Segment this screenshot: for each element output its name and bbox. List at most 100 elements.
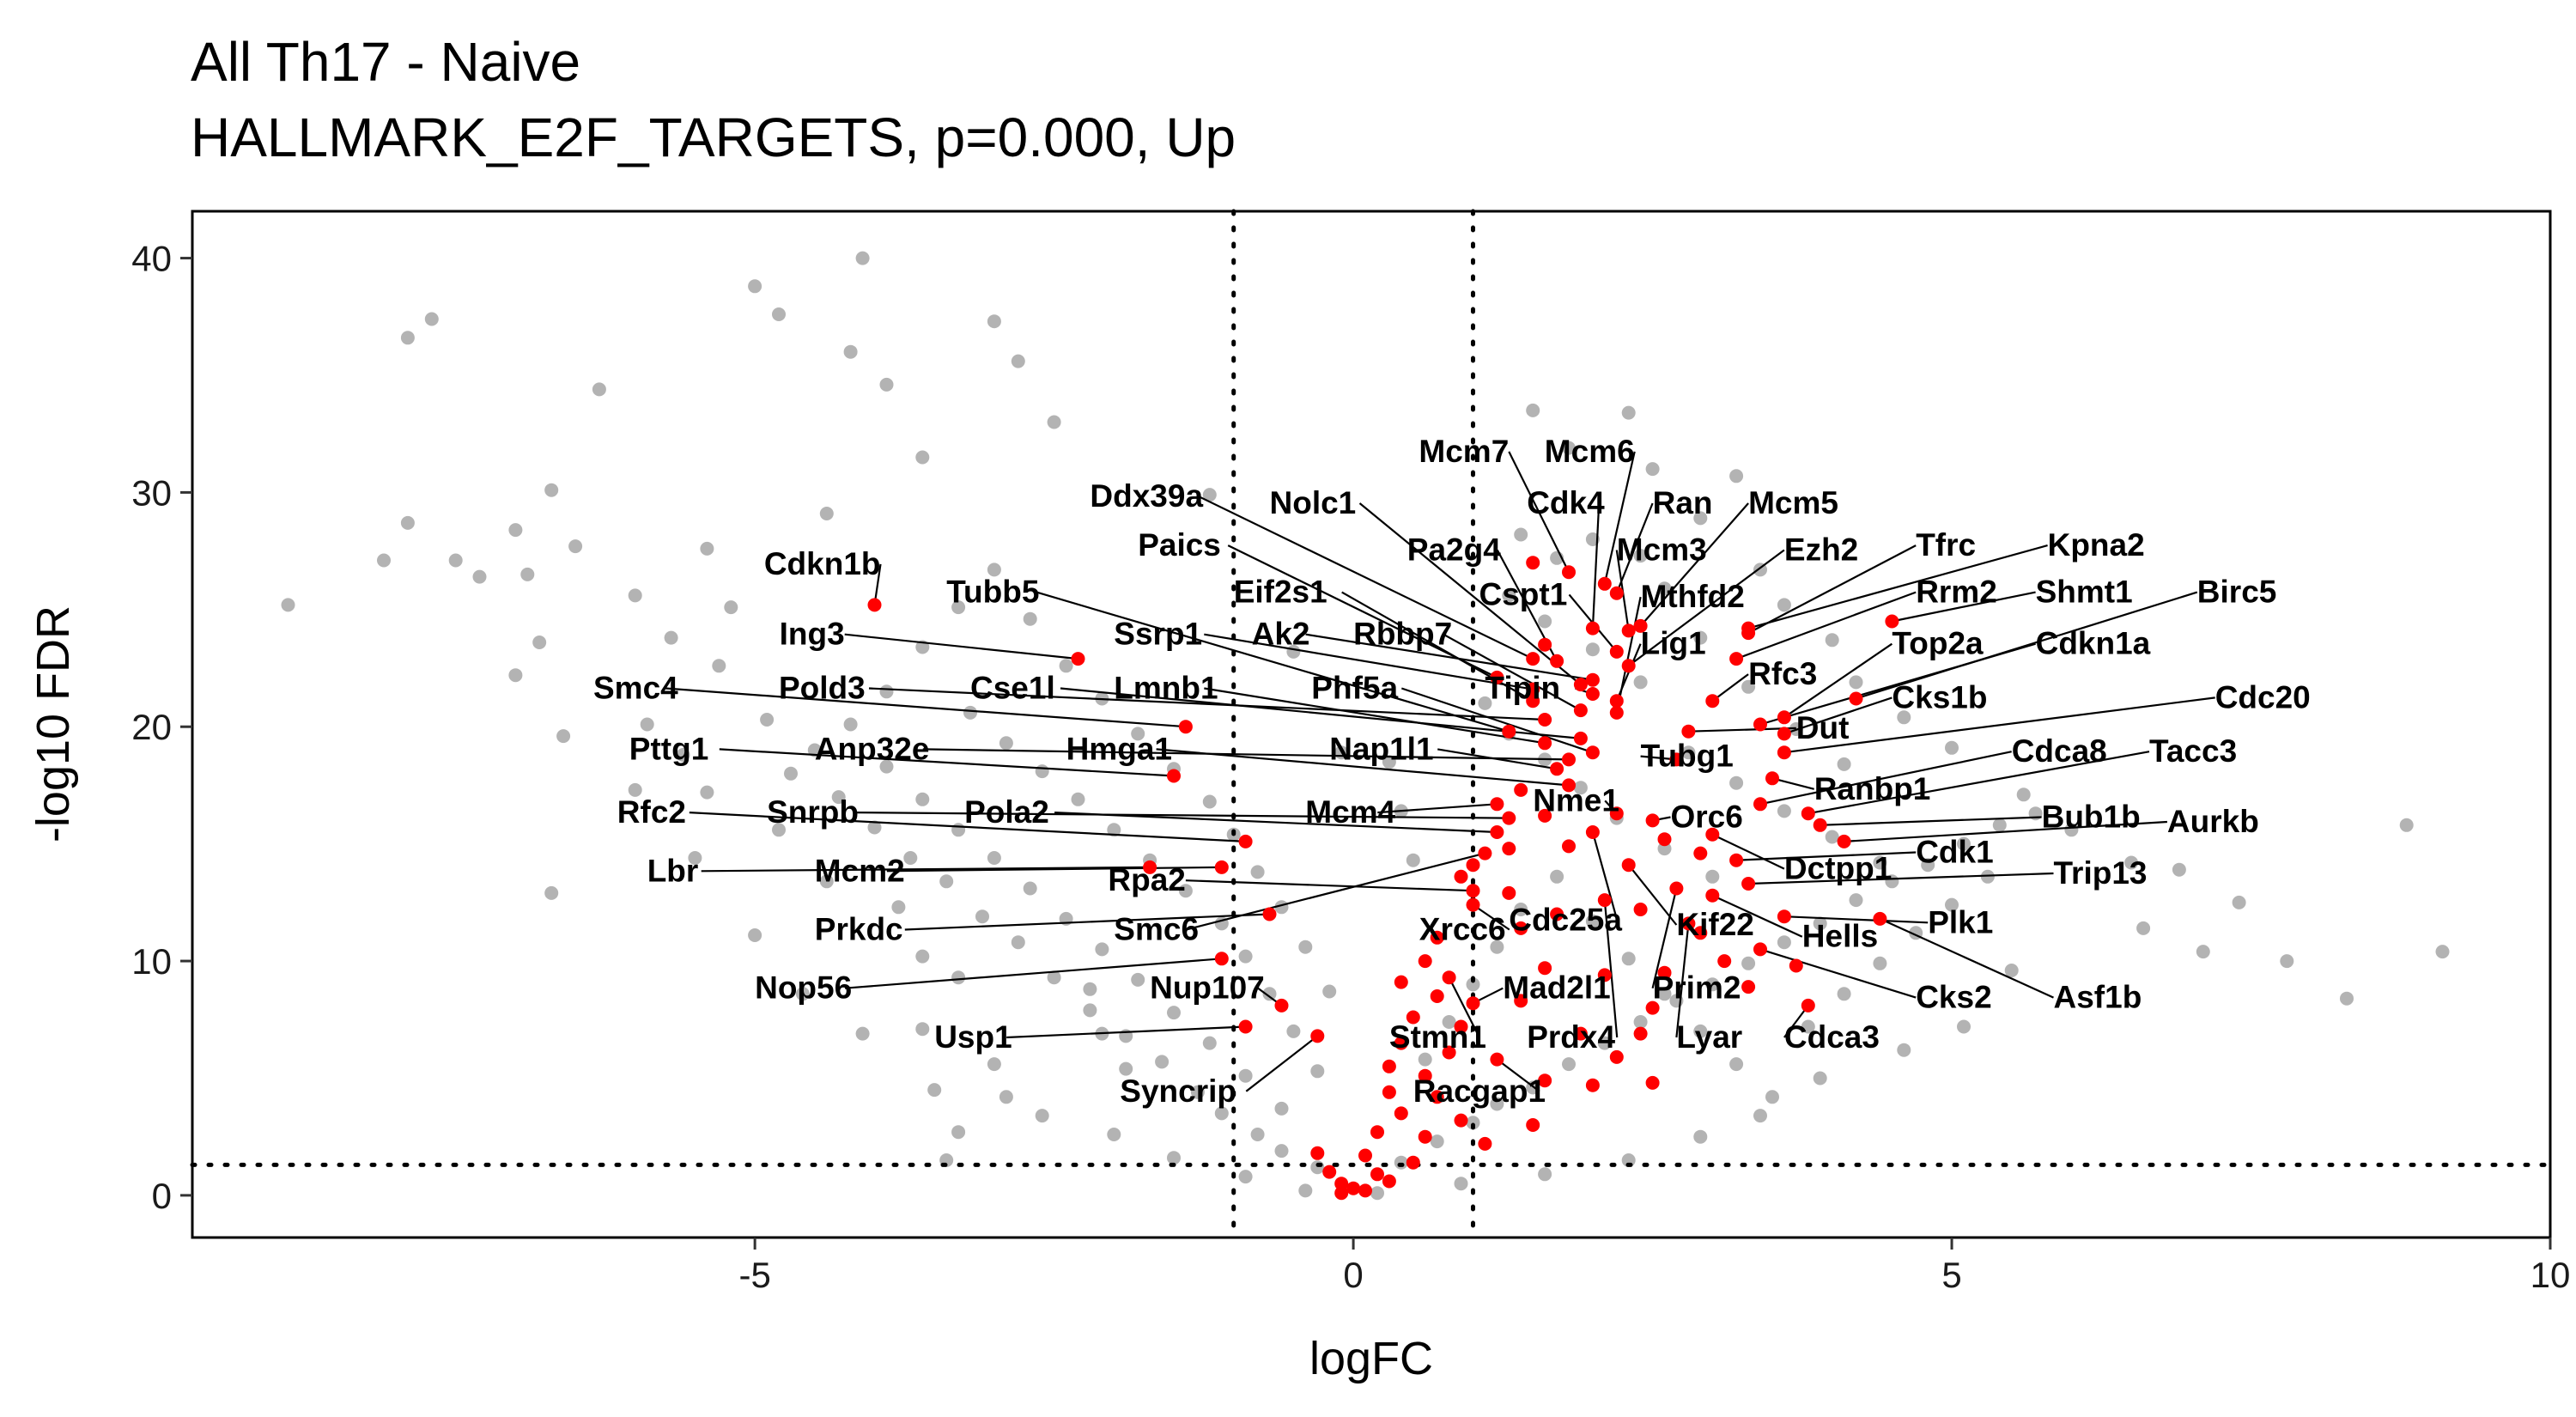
pathway-gene-point (1765, 771, 1779, 786)
background-gene-point (855, 1026, 870, 1041)
label-leader-line (1747, 544, 1917, 635)
background-gene-point (1921, 858, 1935, 873)
plot-border (191, 210, 2552, 1239)
pathway-gene-point (1717, 954, 1732, 969)
pathway-gene-point (1514, 994, 1528, 1008)
gene-label: Bub1b (2042, 800, 2141, 835)
background-gene-point (1490, 940, 1504, 954)
background-gene-point (951, 600, 966, 615)
label-leader-line (1186, 852, 1485, 931)
background-gene-point (1382, 755, 1396, 769)
background-gene-point (1837, 987, 1851, 1001)
gene-label: Mcm7 (1419, 434, 1509, 469)
background-gene-point (1657, 987, 1672, 1001)
background-gene-point (556, 729, 571, 744)
background-gene-point (1238, 949, 1253, 964)
background-gene-point (712, 659, 726, 673)
pathway-gene-point (1454, 869, 1468, 884)
gene-label: Rfc3 (1748, 656, 1817, 691)
gene-label: Rrm2 (1916, 575, 1997, 610)
background-gene-point (724, 600, 738, 615)
gene-label: Kpna2 (2048, 527, 2145, 563)
label-leader-line (1711, 673, 1749, 702)
pathway-gene-point (1466, 897, 1480, 912)
pathway-gene-point (1621, 659, 1636, 673)
background-gene-point (1514, 527, 1528, 542)
gene-label: Prkdc (815, 912, 903, 947)
pathway-gene-point (1490, 825, 1504, 839)
background-gene-point (508, 668, 523, 683)
gene-label: Nap1l1 (1329, 731, 1433, 766)
background-gene-point (377, 553, 391, 568)
y-tick-label: 40 (131, 239, 172, 279)
pathway-gene-point (1490, 670, 1504, 684)
background-gene-point (1657, 581, 1672, 596)
pathway-gene-point (1585, 687, 1600, 701)
gene-label: Pold3 (779, 671, 866, 706)
pathway-gene-point (1573, 703, 1588, 718)
label-leader-line (1651, 888, 1678, 988)
label-leader-line (1508, 451, 1570, 573)
label-leader-line (1204, 633, 1534, 690)
background-gene-point (1167, 1151, 1181, 1165)
gene-label: Cdkn1b (764, 546, 881, 581)
pathway-gene-point (1502, 724, 1516, 739)
background-gene-point (748, 279, 762, 294)
pathway-gene-point (1238, 834, 1253, 848)
pathway-gene-point (1585, 621, 1600, 636)
pathway-gene-point (1849, 691, 1863, 706)
background-gene-point (628, 782, 642, 797)
background-gene-point (700, 785, 714, 800)
background-gene-point (915, 949, 930, 964)
gene-label: Rfc2 (617, 794, 686, 830)
pathway-gene-point (1562, 565, 1576, 580)
gene-label: Tubb5 (946, 575, 1039, 610)
pathway-gene-point (1214, 952, 1229, 966)
pathway-gene-point (1657, 965, 1672, 980)
background-gene-point (1119, 1061, 1133, 1076)
background-gene-point (700, 541, 714, 556)
pathway-gene-point (1346, 1181, 1361, 1195)
gene-label: Ddx39a (1090, 478, 1203, 514)
background-gene-point (1298, 1183, 1313, 1198)
gene-label: Tacc3 (2149, 733, 2237, 769)
pathway-gene-point (1514, 921, 1528, 935)
pathway-gene-point (1334, 1177, 1349, 1191)
background-gene-point (1274, 1101, 1289, 1116)
background-gene-point (1538, 614, 1552, 629)
gene-label: Eif2s1 (1234, 575, 1327, 610)
chart-subtitle: HALLMARK_E2F_TARGETS, p=0.000, Up (191, 106, 1236, 168)
pathway-gene-point (1573, 731, 1588, 745)
background-gene-point (532, 636, 547, 649)
background-gene-point (1945, 897, 1959, 912)
gene-label: Cse1l (970, 671, 1055, 706)
background-gene-point (915, 450, 930, 465)
background-gene-point (592, 382, 606, 397)
background-gene-point (1083, 1003, 1097, 1018)
gene-label: Racgap1 (1413, 1073, 1546, 1109)
background-gene-point (1238, 1068, 1253, 1083)
plot-background (192, 211, 2550, 1238)
label-leader-line (1591, 831, 1619, 921)
gene-label: Cdc25a (1509, 903, 1622, 938)
pathway-gene-point (1837, 834, 1851, 848)
plot-area: Cdkn1b Ing3 Smc4 Pttg1 Rfc2 Lbr Mcm2 Prkdc Nop56… (190, 209, 2553, 1240)
gene-label: Ing3 (780, 617, 845, 652)
pathway-gene-point (1585, 1078, 1600, 1092)
background-gene-point (1597, 1036, 1612, 1050)
background-gene-point (1765, 1090, 1779, 1104)
background-gene-point (1585, 914, 1600, 928)
pathway-gene-point (1597, 968, 1612, 982)
background-gene-point (2196, 945, 2210, 959)
pathway-gene-point (1813, 818, 1827, 832)
label-leader-line (1759, 751, 2012, 806)
gene-label: Top2a (1892, 626, 1984, 661)
background-gene-point (508, 523, 523, 538)
background-gene-point (1849, 893, 1863, 908)
background-gene-point (400, 331, 415, 345)
background-gene-point (819, 507, 834, 520)
pathway-gene-point (1645, 1000, 1660, 1015)
pathway-gene-point (1478, 846, 1492, 861)
pathway-gene-point (1526, 694, 1540, 708)
